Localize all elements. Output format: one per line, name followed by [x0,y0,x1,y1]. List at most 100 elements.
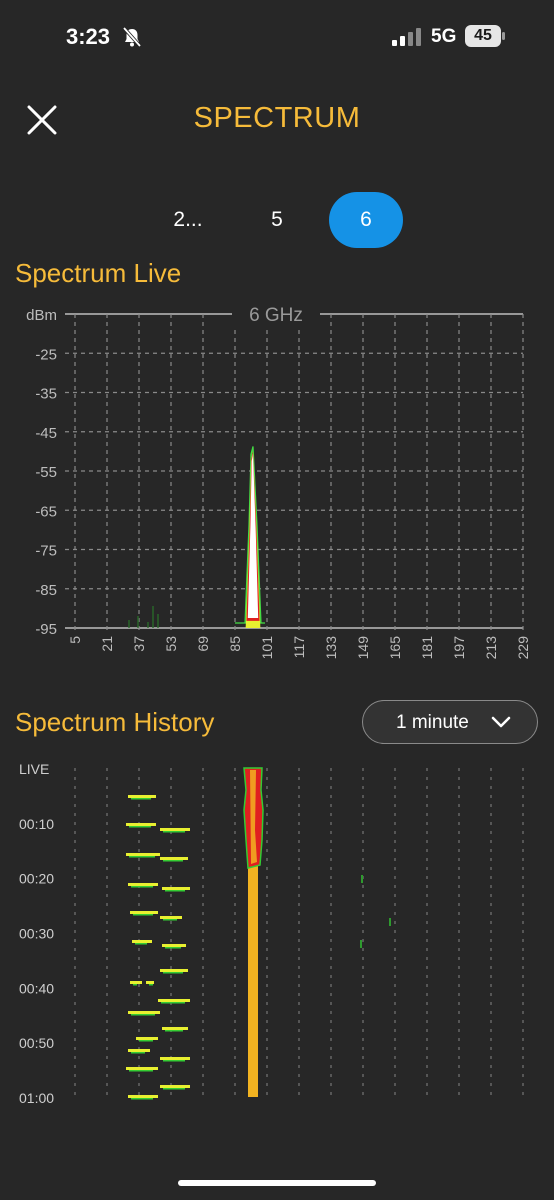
history-activity-dash [160,1085,190,1088]
noise-mark [152,606,154,628]
spectrum-history-chart: LIVE 00:10 00:20 00:30 00:40 00:50 01:00 [19,761,524,1106]
history-activity-edge [149,984,153,986]
history-activity-dash [128,883,158,886]
history-activity-edge [163,831,185,833]
history-activity-dash [160,1057,190,1060]
spectrum-history-title: Spectrum History [15,707,215,737]
history-activity-dash [146,981,154,984]
history-grid [74,768,524,1097]
history-activity-edge [165,890,185,892]
y-tick-label: -55 [35,464,57,481]
y-tick-label: -45 [35,425,57,442]
history-activity-edge [131,1014,155,1016]
tab-band-2-4[interactable]: 2... [173,208,203,231]
history-activity-dash [160,857,188,860]
live-x-axis: 5 21 37 53 69 85 101 117 133 149 165 181 197 213 229 [67,636,531,660]
history-faint-mark [361,875,363,883]
history-tick-label: 00:50 [19,1035,54,1051]
history-faint-mark [360,940,362,948]
tab-band-5[interactable]: 5 [271,208,283,231]
x-tick-label: 165 [387,636,403,660]
history-activity-edge [129,1070,153,1072]
x-tick-label: 101 [259,636,275,660]
bell-muted-icon [122,26,142,48]
history-tick-label: 01:00 [19,1090,54,1106]
time-range-select[interactable]: 1 minute [362,700,538,744]
history-activity-edge [165,1030,183,1032]
history-activity-edge [163,972,183,974]
history-faint-mark [389,918,391,926]
signal-peak-white [241,453,261,619]
history-activity-dash [136,1037,158,1040]
history-activity-edge [139,1040,153,1042]
history-activity-dash [128,1049,150,1052]
history-activity-dash [128,1095,158,1098]
history-tick-label: LIVE [19,761,49,777]
history-activity-dash [160,828,190,831]
tab-band-6[interactable]: 6 [329,192,403,248]
history-tick-label: 00:40 [19,980,54,996]
history-activity-dash [162,887,190,890]
header: SPECTRUM [0,90,554,150]
history-trace-main [248,768,258,1097]
signal-icon [392,28,421,46]
history-activity-edge [163,1088,185,1090]
network-type: 5G [431,26,457,47]
x-tick-label: 85 [227,636,243,652]
history-activity-dash [130,981,142,984]
history-activity-dash [132,940,152,943]
status-time: 3:23 [66,24,111,49]
y-tick-label: -75 [35,543,57,560]
history-activity-dash [130,911,158,914]
history-activity-edge [131,886,153,888]
spectrum-live-chart: dBm -25 -35 -45 -55 -65 -75 -85 -95 5 21 37 53 69 85 1… [26,302,531,660]
history-trace-core [250,770,257,864]
chart-label-bg [232,302,320,326]
noise-mark [128,620,130,628]
y-tick-label: dBm [26,307,57,324]
y-tick-label: -95 [35,621,57,638]
history-activity-edge [163,1060,185,1062]
history-activity-edge [161,1002,185,1004]
x-tick-label: 197 [451,636,467,660]
close-icon[interactable] [24,102,60,138]
history-activity-edge [163,919,177,921]
live-series [128,446,265,628]
history-activity-edge [135,943,147,945]
history-activity-dash [128,795,156,798]
history-activity-edge [163,860,183,862]
x-tick-label: 229 [515,636,531,660]
history-activity-dash [160,916,182,919]
history-activity-edge [131,1098,153,1100]
battery-level: 45 [474,27,492,44]
noise-mark [137,616,139,628]
x-tick-label: 5 [67,636,83,644]
history-activity-dash [162,944,186,947]
spectrum-live-title: Spectrum Live [15,258,182,288]
band-tabs: 2... 5 6 [0,192,554,248]
noise-mark [157,614,159,628]
page-title: SPECTRUM [193,102,361,134]
history-waterfall [126,767,391,1100]
history-activity-dash [126,853,160,856]
history-activity-dash [128,1011,160,1014]
history-activity-edge [131,1052,145,1054]
history-activity-dash [158,999,190,1002]
history-tick-label: 00:20 [19,871,54,887]
live-y-axis: dBm -25 -35 -45 -55 -65 -75 -85 -95 [26,307,57,638]
noise-mark [147,622,149,628]
x-tick-label: 37 [131,636,147,652]
y-tick-label: -25 [35,346,57,363]
y-tick-label: -65 [35,503,57,520]
history-activity-edge [133,914,153,916]
x-tick-label: 21 [99,636,115,652]
x-tick-label: 53 [163,636,179,652]
history-tick-label: 00:10 [19,816,54,832]
x-tick-label: 117 [291,636,307,659]
x-tick-label: 149 [355,636,371,660]
x-tick-label: 181 [419,636,435,660]
history-activity-dash [126,1067,158,1070]
history-activity-dash [126,823,156,826]
history-activity-edge [129,856,155,858]
history-activity-edge [165,947,181,949]
